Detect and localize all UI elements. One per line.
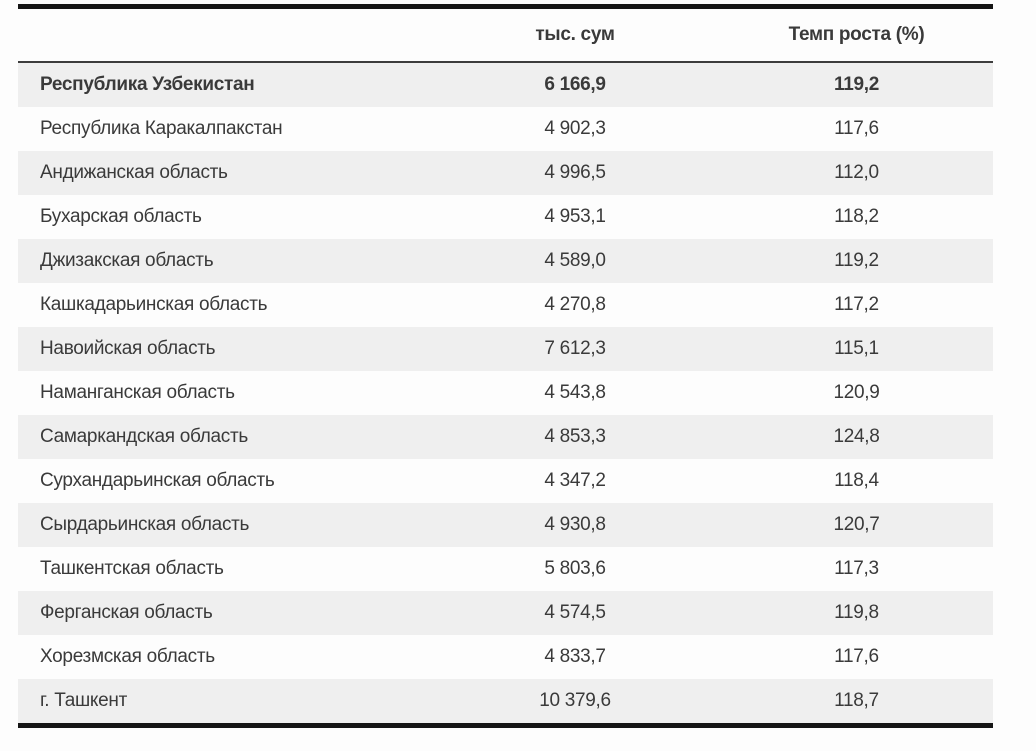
- regional-stats-table: тыс. сум Темп роста (%) Республика Узбек…: [18, 4, 993, 728]
- value-thousand-sum: 4 902,3: [544, 118, 606, 139]
- growth-rate: 117,6: [834, 646, 879, 667]
- region-name: Наманганская область: [40, 382, 235, 403]
- table-body: Республика Узбекистан 6 166,9 119,2 Респ…: [18, 63, 993, 723]
- growth-rate: 117,6: [834, 118, 879, 139]
- value-thousand-sum: 4 953,1: [544, 206, 606, 227]
- growth-rate: 118,2: [834, 206, 879, 227]
- region-name: Навоийская область: [40, 338, 216, 359]
- value-thousand-sum: 4 574,5: [544, 602, 606, 623]
- growth-rate: 118,4: [834, 470, 879, 491]
- table-header-row: тыс. сум Темп роста (%): [18, 9, 993, 63]
- value-thousand-sum: 5 803,6: [544, 558, 606, 579]
- region-name: Самаркандская область: [40, 426, 248, 447]
- growth-rate: 112,0: [834, 162, 879, 183]
- value-thousand-sum: 4 853,3: [544, 426, 606, 447]
- growth-rate: 117,2: [834, 294, 879, 315]
- value-thousand-sum: 4 833,7: [544, 646, 606, 667]
- value-thousand-sum: 7 612,3: [544, 338, 606, 359]
- growth-rate: 124,8: [833, 426, 880, 447]
- growth-rate: 117,3: [834, 558, 879, 579]
- table-row: Республика Каракалпакстан 4 902,3 117,6: [18, 107, 993, 151]
- table-row: Хорезмская область 4 833,7 117,6: [18, 635, 993, 679]
- table-row: Бухарская область 4 953,1 118,2: [18, 195, 993, 239]
- table-row: Навоийская область 7 612,3 115,1: [18, 327, 993, 371]
- growth-rate: 118,7: [834, 690, 879, 711]
- value-thousand-sum: 4 543,8: [544, 382, 606, 403]
- table-row: Самаркандская область 4 853,3 124,8: [18, 415, 993, 459]
- region-name: Хорезмская область: [40, 646, 215, 667]
- region-name: Кашкадарьинская область: [40, 294, 268, 315]
- value-thousand-sum: 4 930,8: [544, 514, 606, 535]
- table-row: Наманганская область 4 543,8 120,9: [18, 371, 993, 415]
- growth-rate: 120,7: [833, 514, 880, 535]
- region-name: Андижанская область: [40, 162, 228, 183]
- value-thousand-sum: 4 996,5: [544, 162, 606, 183]
- table-row: Джизакская область 4 589,0 119,2: [18, 239, 993, 283]
- region-name: Сырдарьинская область: [40, 514, 250, 535]
- table-row: Андижанская область 4 996,5 112,0: [18, 151, 993, 195]
- value-thousand-sum: 4 589,0: [544, 250, 606, 271]
- growth-rate: 120,9: [833, 382, 880, 403]
- growth-rate: 119,8: [834, 602, 879, 623]
- table-row: г. Ташкент 10 379,6 118,7: [18, 679, 993, 723]
- value-thousand-sum: 10 379,6: [539, 690, 611, 711]
- table-bottom-border: [18, 723, 993, 728]
- value-thousand-sum: 6 166,9: [544, 74, 606, 95]
- value-thousand-sum: 4 347,2: [544, 470, 606, 491]
- table-row: Ферганская область 4 574,5 119,8: [18, 591, 993, 635]
- table-row: Ташкентская область 5 803,6 117,3: [18, 547, 993, 591]
- region-name: Ферганская область: [40, 602, 213, 623]
- table-row: Кашкадарьинская область 4 270,8 117,2: [18, 283, 993, 327]
- table-row: Сурхандарьинская область 4 347,2 118,4: [18, 459, 993, 503]
- growth-rate: 115,1: [834, 338, 879, 359]
- region-name: Республика Каракалпакстан: [40, 118, 283, 139]
- table-row: Сырдарьинская область 4 930,8 120,7: [18, 503, 993, 547]
- column-header-thousand-sum: тыс. сум: [535, 24, 615, 45]
- growth-rate: 119,2: [834, 74, 879, 95]
- growth-rate: 119,2: [834, 250, 879, 271]
- region-name: Ташкентская область: [40, 558, 224, 579]
- region-name: Бухарская область: [40, 206, 202, 227]
- value-thousand-sum: 4 270,8: [544, 294, 606, 315]
- table-row: Республика Узбекистан 6 166,9 119,2: [18, 63, 993, 107]
- region-name: Республика Узбекистан: [40, 74, 255, 95]
- region-name: Джизакская область: [40, 250, 214, 271]
- region-name: г. Ташкент: [40, 690, 128, 711]
- region-name: Сурхандарьинская область: [40, 470, 275, 491]
- column-header-growth-rate: Темп роста (%): [788, 24, 925, 45]
- table-top-border: [18, 4, 993, 9]
